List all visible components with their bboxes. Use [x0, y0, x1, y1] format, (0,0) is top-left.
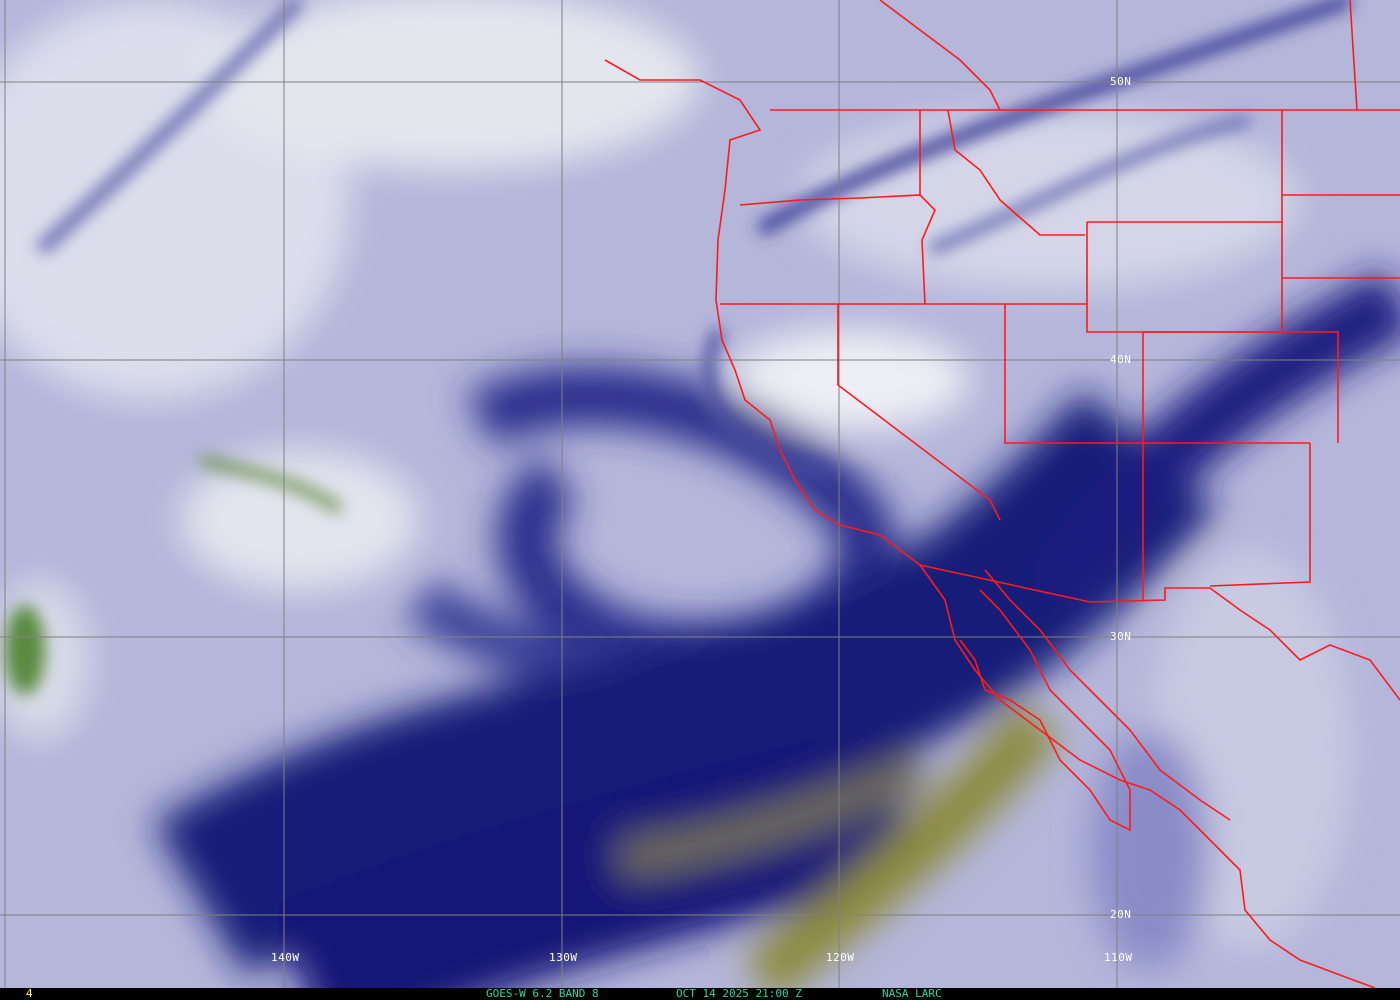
- bc-alberta-border: [879, 0, 1001, 111]
- source-label: NASA LARC: [882, 987, 942, 1000]
- idaho-montana-border: [947, 109, 1085, 236]
- frame-number: 4: [26, 987, 33, 1000]
- colorado-boundary: [1143, 331, 1339, 443]
- lat-label-30n: 30N: [1110, 630, 1132, 643]
- political-boundaries: [604, 0, 1400, 988]
- new-mexico-boundary: [1209, 443, 1311, 587]
- moisture-streaks: [5, 0, 1353, 695]
- baja-peninsula: [959, 589, 1131, 832]
- lat-label-20n: 20N: [1110, 908, 1132, 921]
- product-label: GOES-W 6.2 BAND 8: [486, 987, 599, 1000]
- caption-bar: 4 GOES-W 6.2 BAND 8 OCT 14 2025 21:00 Z …: [0, 988, 1400, 1000]
- lon-label-110w: 110W: [1104, 951, 1133, 964]
- gulf-of-california-east-coast: [984, 569, 1231, 821]
- lat-label-50n: 50N: [1110, 75, 1132, 88]
- lon-label-120w: 120W: [826, 951, 855, 964]
- lat-label-40n: 40N: [1110, 353, 1132, 366]
- datetime-label: OCT 14 2025 21:00 Z: [676, 987, 802, 1000]
- lon-label-130w: 130W: [549, 951, 578, 964]
- west-coastline: [604, 59, 1376, 988]
- lon-label-140w: 140W: [271, 951, 300, 964]
- us-mexico-border: [919, 564, 1400, 701]
- california-nevada-border: [837, 304, 1001, 521]
- nevada-east-border: [1004, 304, 1310, 444]
- canada-province-border: [1349, 0, 1358, 111]
